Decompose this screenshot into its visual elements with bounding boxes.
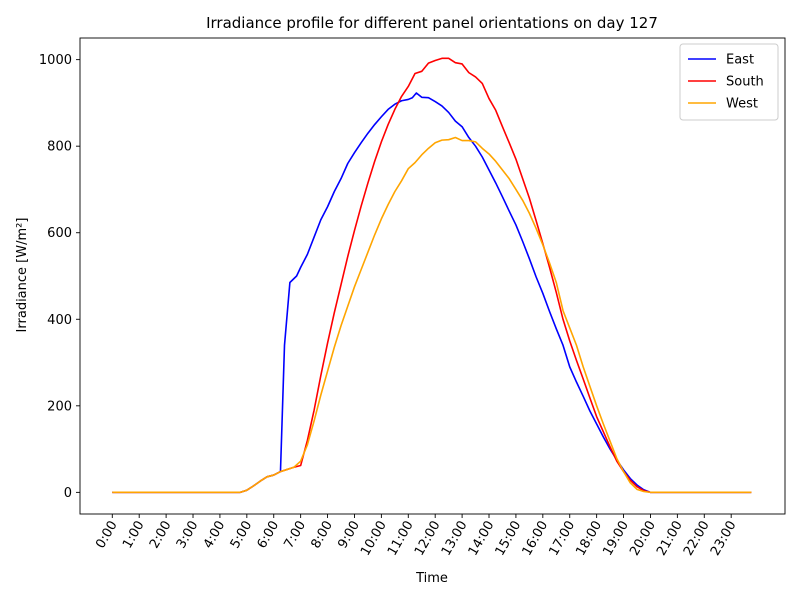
y-tick-label: 200	[47, 399, 72, 414]
y-tick-label: 1000	[39, 53, 72, 68]
series-line-east	[112, 92, 752, 494]
axes-frame	[79, 37, 786, 515]
y-tick-label: 400	[47, 313, 72, 328]
x-axis-label: Time	[415, 571, 448, 586]
legend-label-west: West	[726, 97, 758, 112]
y-axis-label: Irradiance [W/m²]	[15, 218, 30, 333]
legend-label-south: South	[726, 75, 764, 90]
series-line-west	[112, 136, 752, 494]
y-tick-label: 600	[47, 226, 72, 241]
legend-label-east: East	[726, 53, 754, 68]
legend-box	[679, 43, 779, 121]
y-tick-label: 800	[47, 140, 72, 155]
legend: East South West	[679, 43, 779, 121]
y-tick-label: 0	[64, 486, 72, 501]
chart-title: Irradiance profile for different panel o…	[206, 14, 658, 32]
